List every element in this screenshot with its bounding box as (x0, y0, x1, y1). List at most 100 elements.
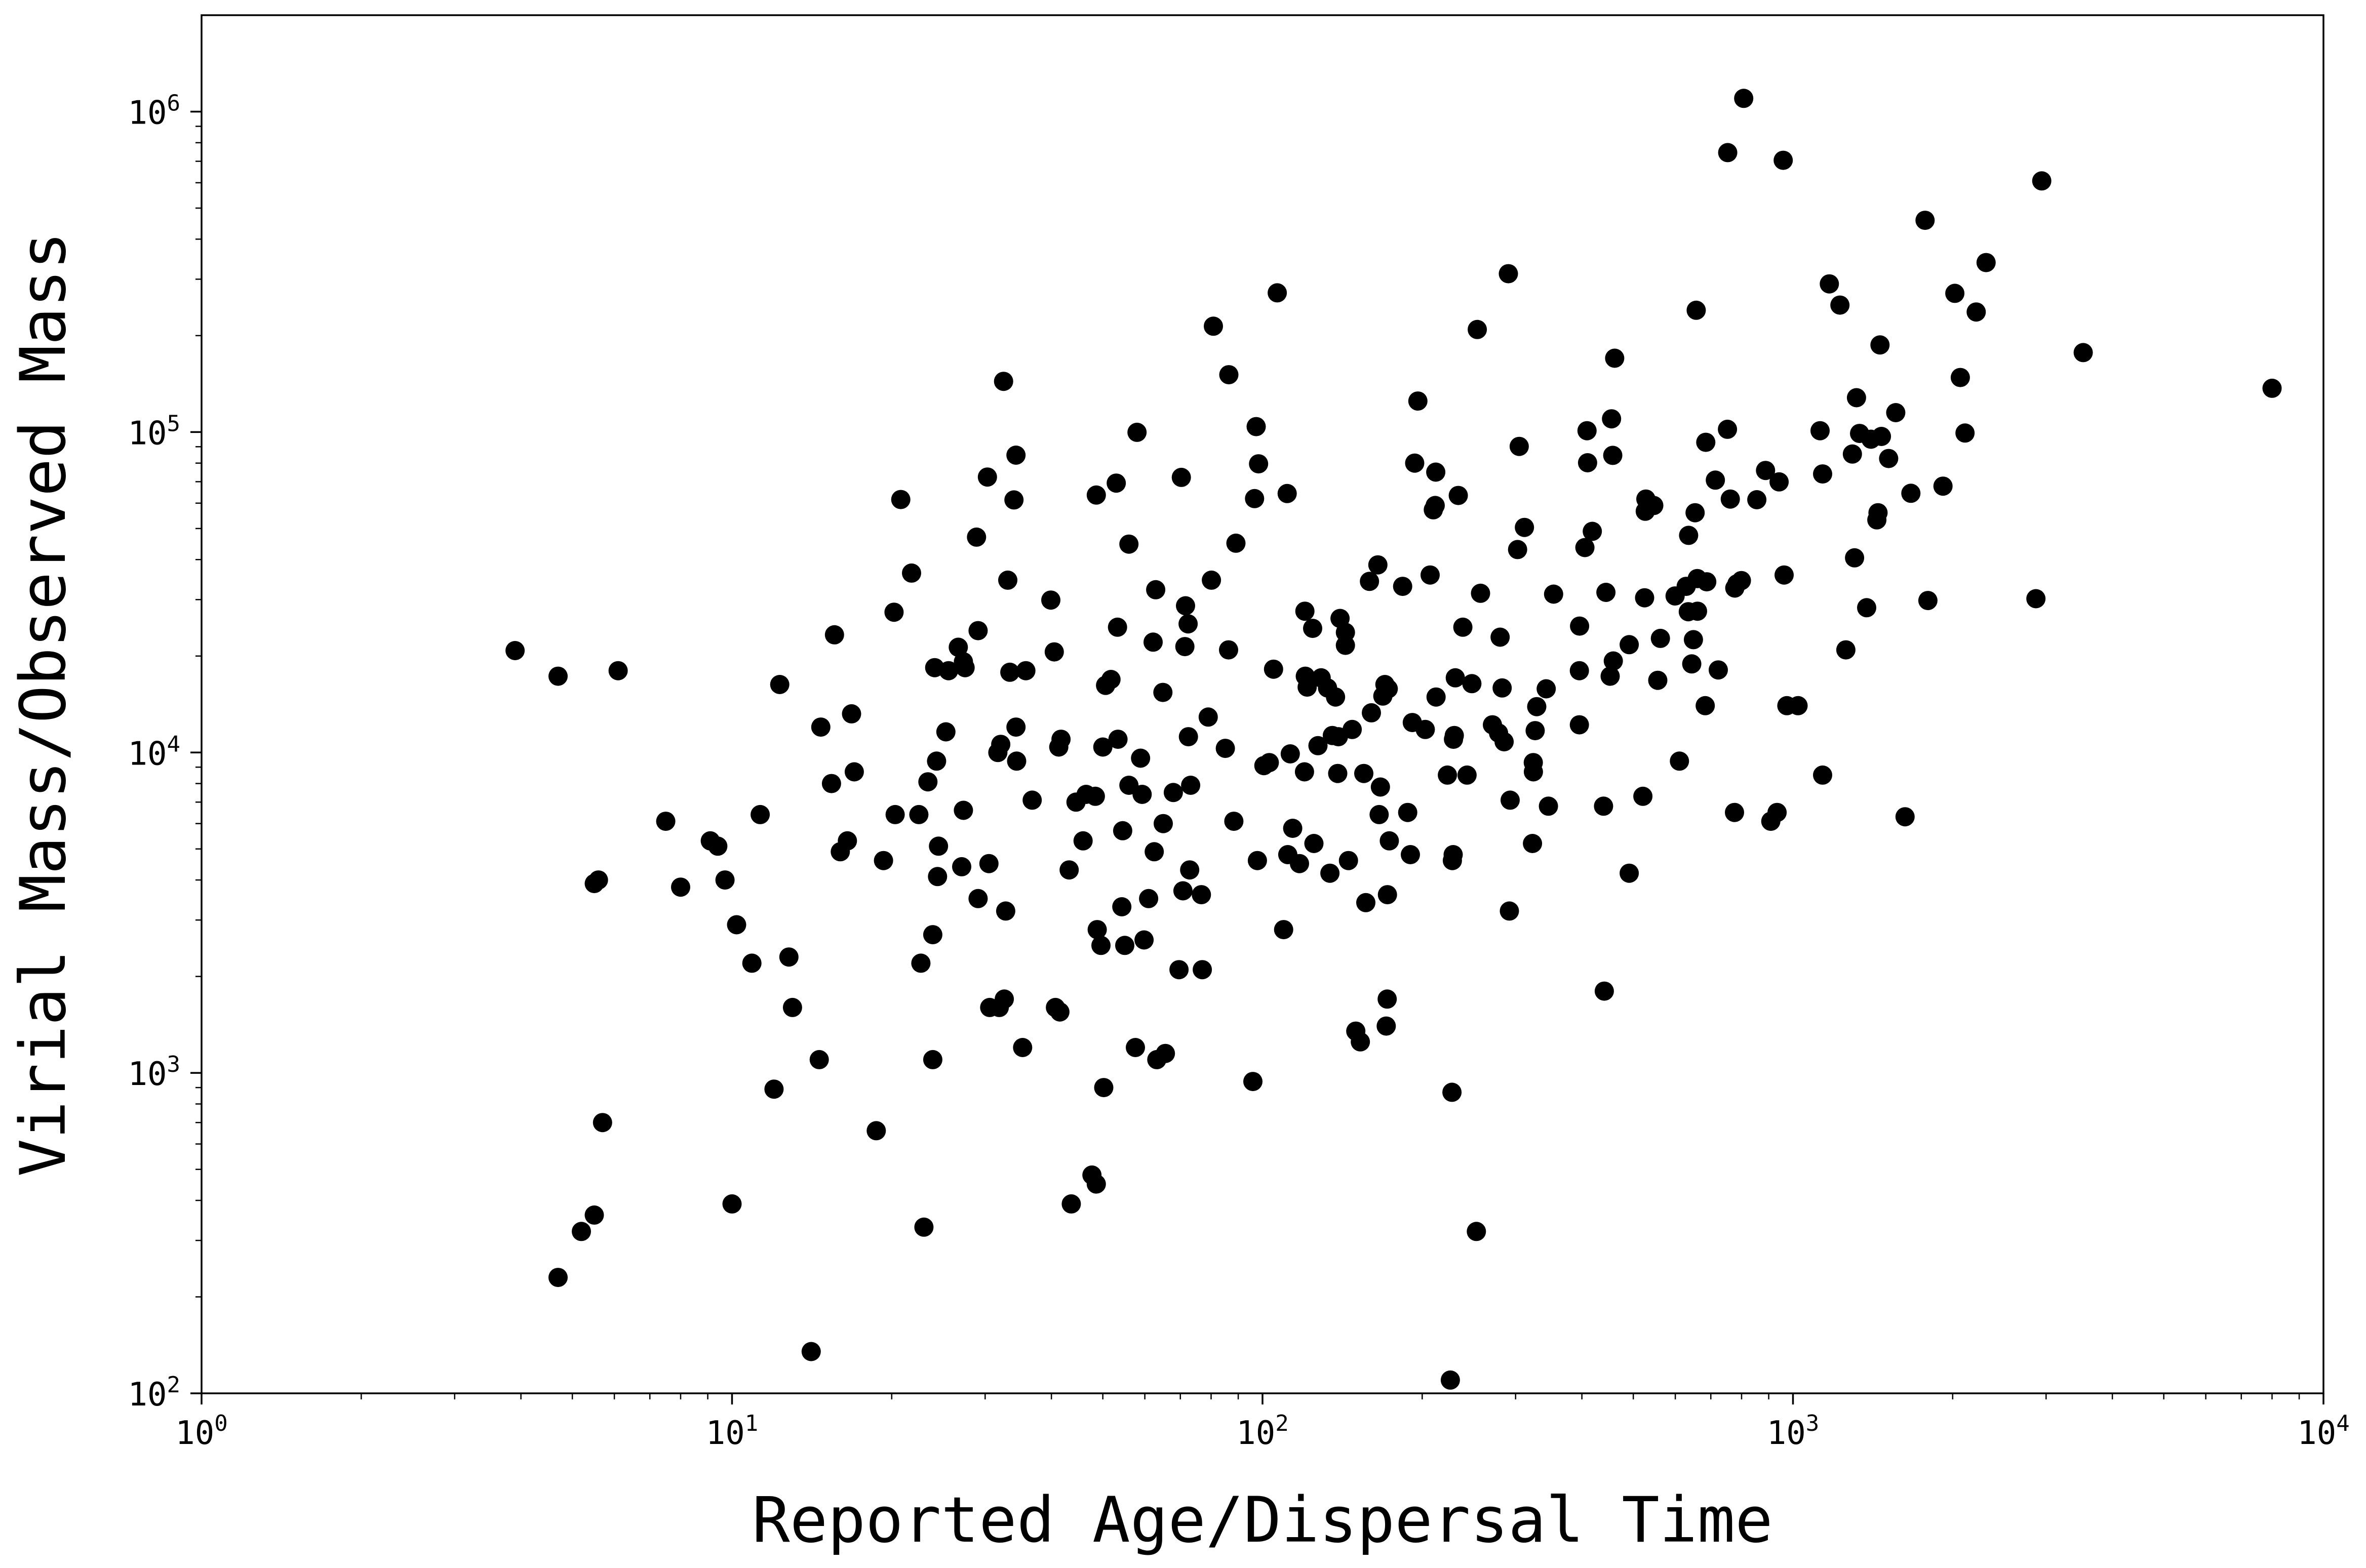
scatter-point (1108, 617, 1127, 637)
scatter-point (1605, 348, 1625, 368)
y-tick-label: 103 (128, 1052, 180, 1093)
x-axis-label: Reported Age/Dispersal Time (752, 1484, 1773, 1557)
scatter-point (1131, 748, 1151, 768)
scatter-point (1145, 842, 1164, 862)
scatter-point (1769, 472, 1789, 492)
scatter-point (1443, 845, 1463, 864)
scatter-point (1370, 777, 1390, 797)
scatter-point (844, 762, 864, 782)
scatter-point (1523, 834, 1543, 853)
scatter-point (1583, 521, 1602, 541)
scatter-point (1093, 737, 1113, 757)
scatter-point (1569, 715, 1589, 735)
scatter-point (1720, 489, 1740, 509)
scatter-point (1462, 674, 1482, 694)
scatter-point (1836, 640, 1856, 660)
scatter-point (1775, 565, 1794, 585)
scatter-point (821, 774, 841, 793)
scatter-point (928, 867, 948, 887)
scatter-point (1303, 619, 1322, 638)
scatter-point (1577, 421, 1597, 440)
scatter-point (1578, 453, 1597, 472)
scatter-point (1132, 785, 1152, 804)
scatter-point (1393, 577, 1412, 596)
scatter-point (1500, 901, 1519, 921)
scatter-point (1467, 1222, 1486, 1241)
scatter-point (1376, 1016, 1396, 1036)
scatter-point (1108, 730, 1128, 749)
scatter-point (1274, 920, 1293, 940)
scatter-point (1178, 727, 1198, 747)
scatter-point (1633, 786, 1653, 806)
scatter-point (994, 372, 1013, 391)
scatter-point (1695, 696, 1715, 715)
y-tick-label: 105 (128, 411, 180, 452)
scatter-point (548, 1268, 568, 1288)
scatter-point (1308, 736, 1328, 755)
scatter-point (1718, 143, 1738, 163)
scatter-point (1515, 517, 1534, 537)
scatter-point (1603, 446, 1623, 465)
scatter-point (1445, 668, 1465, 688)
scatter-point (1204, 316, 1223, 336)
scatter-point (1457, 765, 1477, 785)
scatter-point (1725, 802, 1744, 822)
scatter-point (1846, 388, 1866, 408)
scatter-point (1525, 721, 1545, 741)
scatter-point (1650, 628, 1670, 648)
scatter-point (1180, 860, 1200, 880)
scatter-point (584, 1205, 604, 1225)
scatter-point (1569, 661, 1589, 680)
scatter-point (1405, 453, 1425, 473)
x-tick-label: 101 (706, 1411, 759, 1452)
plot-area-frame (201, 14, 2324, 1394)
scatter-point (1202, 570, 1221, 590)
scatter-point (977, 467, 997, 487)
scatter-point (1499, 264, 1518, 284)
scatter-point (1747, 490, 1767, 509)
scatter-point (1297, 677, 1317, 697)
scatter-point (1845, 548, 1865, 568)
scatter-point (1377, 989, 1397, 1009)
scatter-point (1685, 503, 1705, 522)
scatter-point (1686, 300, 1706, 320)
scatter-point (1842, 444, 1862, 464)
scatter-point (1320, 863, 1340, 883)
scatter-point (838, 831, 857, 851)
scatter-point (2026, 589, 2046, 609)
scatter-point (1813, 765, 1832, 785)
scatter-point (593, 1113, 612, 1133)
scatter-point (884, 602, 904, 622)
scatter-point (782, 997, 802, 1017)
scatter-point (1810, 421, 1830, 440)
scatter-point (955, 658, 975, 677)
scatter-point (1421, 565, 1440, 585)
scatter-point (572, 1222, 591, 1241)
y-tick-label: 104 (128, 731, 180, 773)
scatter-point (656, 812, 676, 831)
scatter-point (967, 527, 987, 547)
scatter-point (1107, 473, 1126, 493)
scatter-point (1139, 889, 1159, 908)
scatter-point (1171, 467, 1191, 487)
scatter-point (1426, 687, 1446, 707)
scatter-point (505, 641, 525, 660)
scatter-point (1294, 762, 1314, 782)
scatter-point (811, 717, 831, 737)
scatter-point (1041, 590, 1060, 610)
data-points (505, 89, 2282, 1390)
scatter-point (1523, 762, 1543, 782)
scatter-point (1113, 821, 1132, 840)
scatter-point (1006, 446, 1026, 465)
scatter-point (1767, 802, 1787, 822)
scatter-point (1644, 496, 1664, 515)
scatter-point (1857, 598, 1876, 618)
scatter-point (1050, 1002, 1070, 1022)
scatter-point (1966, 302, 1986, 322)
scatter-point (1290, 854, 1309, 873)
scatter-point (1280, 744, 1300, 763)
scatter-point (1153, 682, 1173, 702)
scatter-point (1734, 89, 1754, 108)
scatter-point (1085, 786, 1105, 806)
scatter-point (1868, 503, 1888, 522)
